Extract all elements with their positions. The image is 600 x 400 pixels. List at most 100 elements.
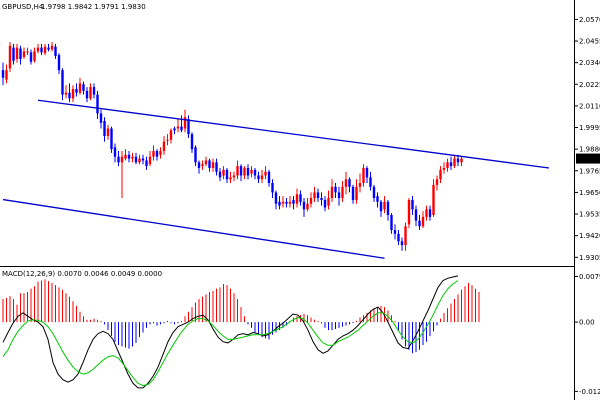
candle-body (264, 171, 267, 176)
candle-body (148, 156, 152, 165)
candle-body (278, 201, 281, 206)
candle-body (428, 209, 432, 217)
candle-body (348, 179, 351, 187)
candle-body (22, 51, 26, 58)
candle-body (78, 83, 82, 93)
candle-body (201, 164, 204, 167)
candle-body (85, 90, 89, 99)
candle-body (29, 52, 33, 62)
macd-panel (2, 275, 480, 389)
candle-body (320, 198, 323, 200)
candle-body (323, 199, 327, 208)
candle-body (306, 203, 309, 210)
macd-tick-label: 0.0079 (579, 273, 600, 281)
price-tick-label: 2.0110 (579, 102, 600, 110)
candle-body (460, 158, 463, 163)
candle-body (281, 201, 285, 204)
ohlc-label: 1.9798 1.9842 1.9791 1.9830 (41, 3, 146, 11)
candle-body (453, 158, 456, 167)
candle-body (446, 162, 449, 168)
candle-body (246, 167, 250, 176)
candle-body (96, 94, 99, 114)
price-tick-label: 2.0455 (579, 38, 600, 46)
candle-body (68, 92, 71, 99)
candle-body (442, 167, 446, 170)
candle-body (379, 201, 383, 212)
candle-body (40, 47, 43, 53)
price-tick-label: 1.9535 (579, 211, 600, 219)
candle-body (12, 47, 15, 61)
candle-body (253, 169, 257, 176)
candle-body (295, 194, 299, 204)
candle-body (337, 192, 341, 199)
candle-body (250, 169, 253, 174)
candle-body (274, 192, 278, 204)
candle-body (355, 186, 358, 200)
candle-body (47, 47, 50, 50)
price-tick-label: 2.0340 (579, 59, 600, 67)
candle-body (75, 88, 78, 93)
candle-body (180, 126, 183, 131)
candle-body (197, 162, 201, 168)
candle-body (138, 158, 141, 163)
candle-body (124, 154, 127, 159)
candle-body (152, 151, 155, 157)
candle-body (57, 55, 61, 71)
candle-body (159, 151, 162, 155)
macd-histogram (2, 279, 480, 354)
price-tick-label: 1.9765 (579, 167, 600, 175)
candle-body (404, 226, 407, 246)
candle-body (113, 147, 117, 157)
signal-line (2, 280, 459, 387)
candle-body (299, 194, 302, 202)
candle-body (285, 201, 288, 204)
candle-body (225, 169, 229, 180)
candle-body (106, 128, 110, 136)
candle-body (64, 92, 68, 95)
candle-body (260, 175, 264, 180)
current-price-box (576, 153, 600, 164)
candle-body (33, 51, 36, 61)
candle-body (173, 128, 176, 131)
candle-body (425, 209, 428, 217)
candle-body (54, 46, 57, 57)
candle-body (292, 199, 295, 204)
macd-tick-label: -0.012 (579, 388, 600, 396)
channel-upper-line (37, 99, 550, 169)
candle-body (439, 169, 442, 180)
candle-body (82, 84, 85, 91)
candle-body (162, 141, 166, 152)
current-price-label: 1.9830 (578, 155, 600, 163)
candle-body (369, 177, 372, 187)
candle-body (36, 47, 40, 52)
price-tick-label: 2.0225 (579, 81, 600, 89)
candle-body (169, 130, 173, 140)
candle-body (327, 198, 330, 206)
candle-body (99, 113, 103, 123)
candle-body (316, 192, 320, 199)
price-axis: 2.0570 2.0455 2.0340 2.0225 2.0110 1.9995 1.98… (574, 16, 600, 262)
candle-body (229, 177, 232, 180)
price-tick-label: 1.9305 (579, 254, 600, 262)
price-tick-label: 2.0570 (579, 16, 600, 24)
candle-body (330, 186, 334, 199)
candle-body (421, 216, 425, 227)
candle-body (166, 139, 169, 141)
candle-body (215, 162, 218, 172)
candle-body (435, 179, 439, 185)
candle-body (400, 241, 404, 246)
candle-body (351, 186, 355, 200)
candle-body (302, 201, 306, 210)
candle-body (288, 201, 292, 204)
candle-body (92, 87, 96, 95)
candle-body (19, 48, 22, 59)
candle-body (236, 166, 239, 176)
candle-body (141, 158, 145, 161)
candle-body (397, 233, 400, 242)
candle-body (411, 199, 414, 210)
candle-body (456, 158, 460, 163)
candle-body (61, 70, 64, 95)
candle-body (1, 70, 5, 78)
candle-body (358, 183, 362, 187)
